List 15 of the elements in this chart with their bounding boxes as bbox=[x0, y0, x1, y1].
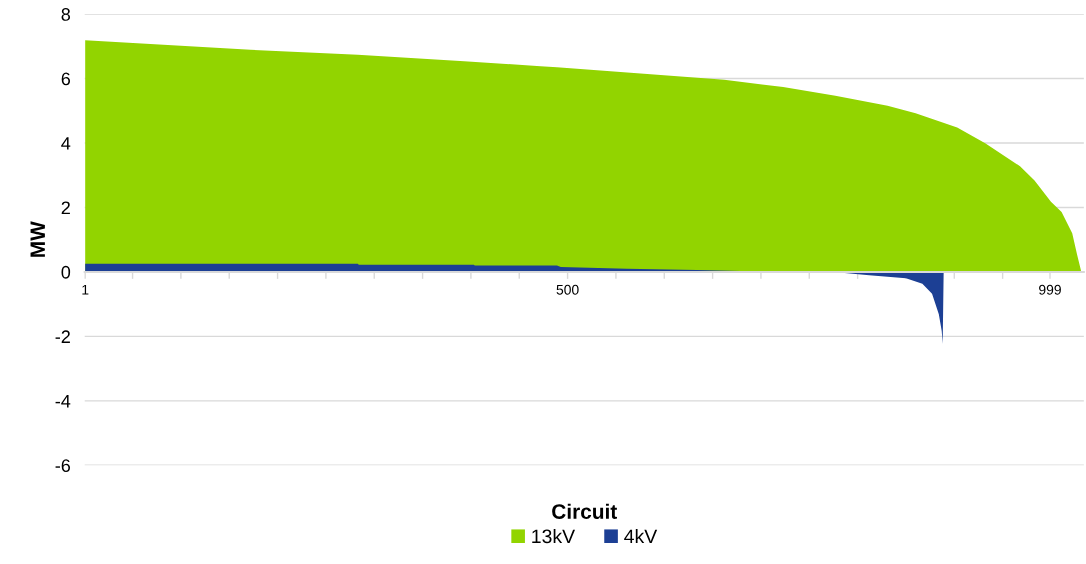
y-tick-label: 0 bbox=[61, 265, 71, 279]
y-axis-title: MW bbox=[30, 221, 45, 257]
y-tick-label: 4 bbox=[61, 137, 71, 150]
legend-label: 13kV bbox=[532, 528, 576, 544]
x-axis-title: Circuit bbox=[552, 503, 617, 519]
y-tick-label: -6 bbox=[55, 459, 71, 473]
y-tick-label: -4 bbox=[55, 394, 71, 408]
x-tick-label: 999 bbox=[1039, 284, 1061, 295]
x-tick-label: 1 bbox=[82, 284, 89, 295]
y-tick-label: -2 bbox=[55, 330, 70, 343]
x-tick-label: 500 bbox=[556, 284, 579, 295]
y-tick-label: 6 bbox=[61, 72, 71, 86]
y-tick-label: 8 bbox=[61, 8, 71, 21]
y-tick-label: 2 bbox=[61, 201, 70, 215]
legend-label: 4kV bbox=[624, 528, 658, 544]
